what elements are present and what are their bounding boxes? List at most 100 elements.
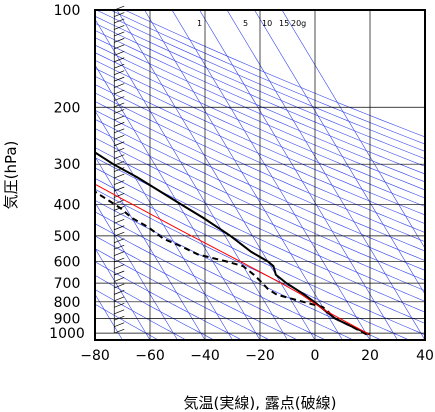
adiabat-line [95,59,425,207]
adiabat-line [95,30,425,175]
y-tick-label: 400 [54,198,81,214]
y-tick-label: 900 [54,311,81,327]
adiabat-line [95,188,410,340]
wind-barb [114,315,125,321]
y-axis-title: 気圧(hPa) [2,141,20,210]
wind-barb [114,218,125,224]
wind-barb [114,57,125,63]
adiabat-line [110,10,425,145]
y-tick-label: 200 [54,100,81,116]
wind-barb [114,283,125,289]
adiabat-line [96,10,425,152]
adiabat-line [95,44,425,191]
adiabat-line [95,157,425,313]
y-tick-label: 500 [54,229,81,245]
wind-barb [114,296,125,302]
adiabat-line [95,223,326,340]
isotherm-line [144,10,343,340]
adiabat-line [95,289,187,340]
wind-barb [114,186,125,192]
wind-barb [114,309,125,315]
y-tick-label: 800 [54,295,81,311]
wind-barb [114,193,125,198]
mixing-ratio-label-1: 1 [197,19,202,28]
x-tick-labels: −80 −60 −40 −20 0 20 40 [80,348,434,364]
wind-barb [114,12,125,17]
series-dewpoint [95,190,368,336]
adiabat-line [95,52,425,199]
wind-barb [114,115,125,121]
isotherm-line [95,156,206,340]
adiabat-line [95,199,382,340]
wind-barb [114,277,125,282]
sounding-series [95,151,370,336]
adiabat-line [95,147,425,302]
mixing-ratio-label-10: 10 [262,19,272,28]
adiabat-line [95,84,425,233]
adiabat-line [95,67,425,216]
adiabat-line [95,109,425,261]
wind-barbs [113,5,125,334]
wind-barb [114,238,125,244]
isotherm-line [171,10,371,340]
series-temperature [95,151,370,336]
adiabat-line [95,92,425,243]
wind-barb [114,154,125,160]
isotherm-line [281,10,425,249]
wind-barb [114,18,125,24]
adiabat-line [95,118,425,271]
adiabat-line [95,248,270,340]
wind-barb [114,199,125,205]
isotherm-line [95,247,151,340]
x-tick-label: 20 [361,348,379,364]
adiabat-line [95,167,425,324]
wind-barb [114,31,125,37]
adiabat-line [95,75,425,225]
wind-barb [114,173,125,179]
adiabat-line [95,261,243,340]
x-axis-title: 気温(実線), 露点(破線) [184,394,337,412]
x-tick-label: −80 [80,348,110,364]
wind-barb [114,251,125,256]
adiabat-line [95,22,425,167]
x-tick-label: −40 [190,348,220,364]
x-tick-label: −60 [135,348,165,364]
wind-barb [114,128,125,134]
wind-barb [114,231,125,237]
wind-barb [114,270,125,276]
wind-barb [114,264,125,269]
wind-barb [114,290,125,295]
adiabat-line [124,10,425,138]
wind-barb [114,50,125,56]
adiabat-line [95,303,159,340]
wind-barb [114,102,125,108]
wind-barb [114,141,125,147]
wind-barb [114,83,125,88]
adiabat-line [95,128,425,281]
y-tick-label: 600 [54,254,81,270]
series-parcel [95,183,370,335]
wind-barb [114,244,125,250]
wind-barb [114,180,125,185]
wind-barb [114,76,125,82]
plot-frame [94,9,426,341]
mixing-ratio-labels: 1 5 10 15 20g [197,19,306,28]
adiabat-line [95,101,425,252]
mixing-ratio-label-20g: 20g [291,19,306,28]
mixing-ratio-label-15: 15 [279,19,289,28]
adiabat-line [95,37,425,183]
adiabat-lines [95,10,425,340]
adiabat-line [95,235,298,340]
wind-barb [114,122,125,127]
x-tick-label: 0 [311,348,320,364]
x-tick-label: −20 [245,348,275,364]
adiabat-line [95,211,354,340]
wind-barb [114,109,125,114]
mixing-ratio-label-5: 5 [243,19,248,28]
wind-barb [114,225,125,231]
wind-barb [114,44,125,50]
wind-barb [114,328,125,334]
y-tick-label: 100 [54,3,81,19]
